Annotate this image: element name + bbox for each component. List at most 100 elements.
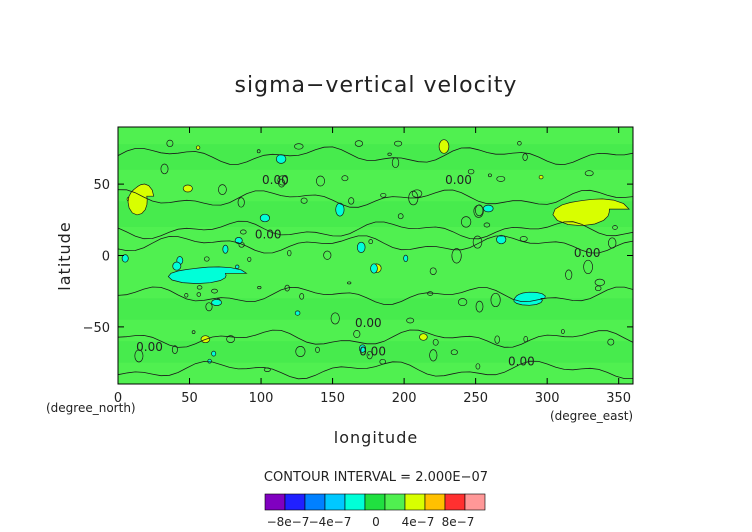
- contour-speck: [387, 152, 392, 156]
- colorbar-swatch: [344, 493, 366, 511]
- y-tick-label: 50: [93, 178, 110, 193]
- contour-speck: [196, 292, 202, 297]
- contour-line: [117, 286, 634, 305]
- x-tick-label: 200: [392, 391, 417, 406]
- x-axis: 0 50 100 150 200 250 300 350: [114, 127, 631, 406]
- contour-band: [118, 298, 633, 320]
- contour-speck: [451, 248, 462, 264]
- contour-speck: [172, 261, 182, 271]
- colorbar-swatch: [324, 493, 346, 511]
- contour-region: [513, 291, 546, 306]
- contour-line: [117, 360, 634, 380]
- y-axis-title: latitude: [55, 221, 74, 290]
- y-tick-label: −50: [83, 321, 110, 336]
- contour-speck: [438, 139, 450, 154]
- colorbar-swatch: [444, 493, 466, 511]
- contour-speck: [166, 139, 174, 148]
- x-tick-label: 150: [320, 391, 345, 406]
- contour-speck: [397, 213, 404, 220]
- contour-speck: [494, 335, 500, 344]
- contour-band: [118, 144, 633, 170]
- contour-region: [167, 266, 248, 284]
- contour-speck: [257, 286, 262, 290]
- contour-speck: [490, 292, 501, 308]
- contour-speck: [354, 140, 364, 147]
- contour-line: [117, 329, 634, 348]
- chart-title: sigma−vertical velocity: [235, 73, 518, 98]
- contour-speck: [211, 299, 222, 306]
- contour-label: 0.00: [136, 340, 163, 354]
- contour-speck: [368, 239, 373, 245]
- colorbar-swatch: [284, 493, 306, 511]
- contour-band: [118, 341, 633, 363]
- contour-speck: [348, 197, 355, 205]
- colorbar-tick-label: 8e−7: [442, 515, 475, 529]
- contour-speck: [160, 163, 169, 175]
- contour-speck: [419, 333, 428, 341]
- contour-label: 0.00: [355, 316, 382, 330]
- contour-speck: [295, 346, 306, 357]
- contour-speck: [237, 197, 245, 208]
- contour-speck: [341, 175, 349, 182]
- contour-speck: [483, 222, 491, 228]
- contour-speck: [171, 345, 178, 354]
- contour-speck: [450, 349, 458, 356]
- contour-speck: [432, 338, 439, 346]
- contour-speck: [134, 349, 144, 363]
- contour-speck: [429, 349, 438, 362]
- x-tick-label: 0: [114, 391, 122, 406]
- contour-band-layer: [118, 144, 633, 363]
- contour-line: [117, 220, 634, 240]
- contour-speck: [196, 285, 203, 290]
- contour-speck: [496, 234, 507, 245]
- contour-speck: [235, 264, 240, 269]
- contour-speck: [211, 288, 218, 294]
- contour-speck: [284, 284, 290, 292]
- contour-line: [117, 189, 634, 208]
- contour-speck: [522, 153, 528, 161]
- colorbar-swatch: [404, 493, 426, 511]
- contour-speck: [561, 328, 565, 335]
- x-tick-label: 250: [463, 391, 488, 406]
- colorbar-tick-label: 4e−7: [402, 515, 435, 529]
- contour-line-layer: [117, 146, 634, 380]
- contour-speck: [475, 363, 481, 370]
- contour-speck: [394, 140, 403, 147]
- colorbar-swatch: [364, 493, 386, 511]
- contour-label-layer: 0.00 0.00 0.00 0.00 0.00 0.00 0.00 0.00: [136, 173, 600, 368]
- contour-speck: [294, 310, 301, 316]
- contour-speck: [277, 175, 288, 186]
- contour-speck: [204, 256, 210, 262]
- plot-area: 0.00 0.00 0.00 0.00 0.00 0.00 0.00 0.00: [117, 126, 634, 385]
- contour-speck: [483, 204, 494, 213]
- colorbar-swatch: [264, 493, 286, 511]
- contour-speck: [218, 184, 227, 195]
- contour-speck: [182, 184, 193, 193]
- contour-speck: [299, 293, 305, 300]
- colorbar-tick-label: −4e−7: [309, 515, 352, 529]
- contour-interval-text: CONTOUR INTERVAL = 2.000E−07: [264, 470, 488, 485]
- x-tick-label: 100: [249, 391, 274, 406]
- contour-speck: [538, 174, 544, 180]
- contour-speck: [205, 302, 213, 312]
- colorbar-tick-label: 0: [372, 515, 380, 529]
- contour-speck: [335, 202, 345, 217]
- colorbar-swatch: [424, 493, 446, 511]
- contour-region: [552, 198, 630, 227]
- contour-speck: [460, 216, 472, 228]
- contour-label: 0.00: [508, 354, 535, 368]
- colorbar-tick-label: −8e−7: [267, 515, 310, 529]
- contour-speck: [594, 278, 605, 287]
- contour-speck: [330, 312, 340, 325]
- contour-speck: [457, 298, 468, 307]
- contour-speck: [565, 269, 573, 281]
- contour-speck: [347, 281, 352, 285]
- contour-speck: [366, 350, 373, 360]
- contour-label: 0.00: [262, 173, 289, 187]
- contour-speck: [517, 141, 522, 146]
- contour-speck: [184, 293, 189, 298]
- contour-speck: [607, 338, 615, 346]
- contour-speck: [429, 267, 437, 275]
- contour-line: [117, 235, 634, 254]
- contour-speck: [403, 254, 409, 263]
